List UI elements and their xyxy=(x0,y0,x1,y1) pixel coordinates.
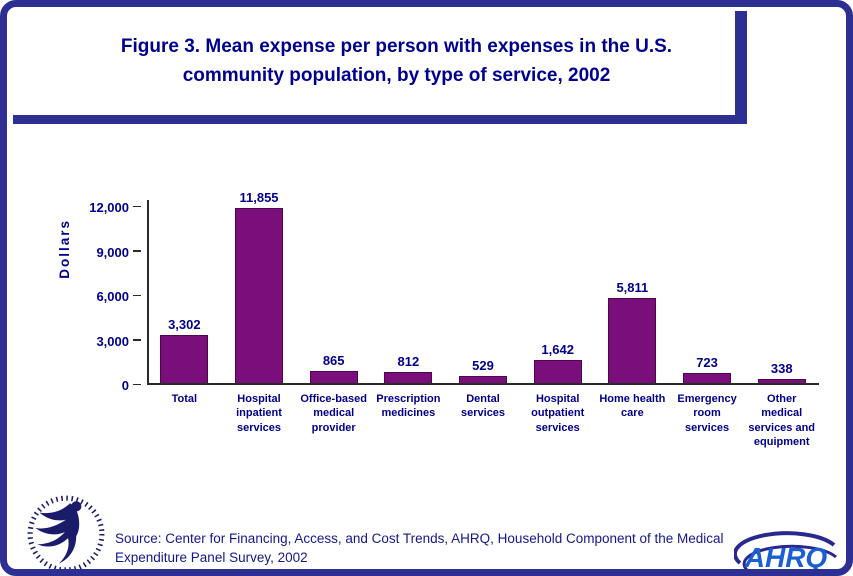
bar-column: 5,811 xyxy=(595,280,670,384)
bar-value-label: 865 xyxy=(322,353,345,368)
bar-value-label: 812 xyxy=(397,354,420,369)
hhs-seal-icon xyxy=(27,495,105,569)
category-label: Home health care xyxy=(599,393,666,420)
divider-horizontal-bar xyxy=(13,115,747,124)
category-label: Prescription medicines xyxy=(376,393,441,420)
y-tick-label: 12,000 xyxy=(89,200,129,215)
category-labels-row: Total Hospital inpatient services Office-b… xyxy=(147,392,819,449)
source-note-line2: Expenditure Panel Survey, 2002 xyxy=(115,549,308,565)
y-tick-mark xyxy=(133,205,141,207)
y-tick-mark xyxy=(133,339,141,341)
category-label: Total xyxy=(171,393,198,405)
ahrq-logo-text: AHRQ xyxy=(744,542,828,573)
bar-value-label: 529 xyxy=(472,358,494,373)
bar xyxy=(160,335,209,384)
category-label: Hospital outpatient services xyxy=(531,393,585,434)
bar-column: 11,855 xyxy=(222,190,297,384)
ahrq-logo-arc-bottom xyxy=(742,544,837,569)
y-tick-label: 0 xyxy=(121,378,129,393)
y-tick-mark xyxy=(133,383,141,385)
category-label: Hospital inpatient services xyxy=(236,393,282,434)
x-axis-line xyxy=(147,383,819,385)
y-tick-label: 6,000 xyxy=(96,289,129,304)
category-label: Dental services xyxy=(461,393,506,420)
y-tick-mark xyxy=(133,250,141,252)
ahrq-logo-arc-top xyxy=(734,531,836,565)
y-tick-label: 3,000 xyxy=(96,333,129,349)
bar-value-label: 5,811 xyxy=(616,280,649,295)
bar-column: 1,642 xyxy=(520,342,595,384)
chart-title: Figure 3. Mean expense per person with e… xyxy=(47,33,746,90)
y-axis-ticks: 0 3,000 6,000 9,000 12,000 xyxy=(69,200,141,393)
source-note-line1: Source: Center for Financing, Access, an… xyxy=(115,531,724,546)
y-axis-line xyxy=(147,200,149,385)
chart-title-line1: Figure 3. Mean expense per person with e… xyxy=(120,36,673,57)
bar xyxy=(533,360,582,384)
bar xyxy=(608,298,657,384)
bar-chart: 0 3,000 6,000 9,000 12,000 3,302 11,855 865 812… xyxy=(89,190,819,448)
bar-column: 865 xyxy=(296,353,371,384)
bar-value-label: 3,302 xyxy=(168,317,201,332)
category-label: Office-based medical provider xyxy=(300,393,367,434)
bar-column: 812 xyxy=(371,354,446,384)
bar-value-label: 723 xyxy=(696,355,718,370)
bar xyxy=(235,208,283,384)
bars-row: 3,302 11,855 865 812 529 1,642 5,811 723 338 xyxy=(147,190,819,384)
y-tick-mark xyxy=(133,294,141,296)
divider-vertical-bar xyxy=(735,11,747,124)
bar-column: 723 xyxy=(670,355,745,384)
bar-column: 3,302 xyxy=(147,317,222,384)
category-label: Other medical services and equipment xyxy=(748,393,816,448)
bar-value-label: 11,855 xyxy=(239,190,279,205)
bar-value-label: 1,642 xyxy=(541,342,574,357)
y-tick-label: 9,000 xyxy=(96,244,129,260)
bar-column: 338 xyxy=(744,361,819,384)
category-label: Emergency room services xyxy=(677,393,737,434)
source-note: Source: Center for Financing, Access, an… xyxy=(115,530,724,568)
bar-value-label: 338 xyxy=(770,361,793,376)
bar-column: 529 xyxy=(446,358,521,384)
chart-title-line2: community population, by type of service… xyxy=(182,64,611,86)
ahrq-logo: AHRQ xyxy=(734,531,837,573)
